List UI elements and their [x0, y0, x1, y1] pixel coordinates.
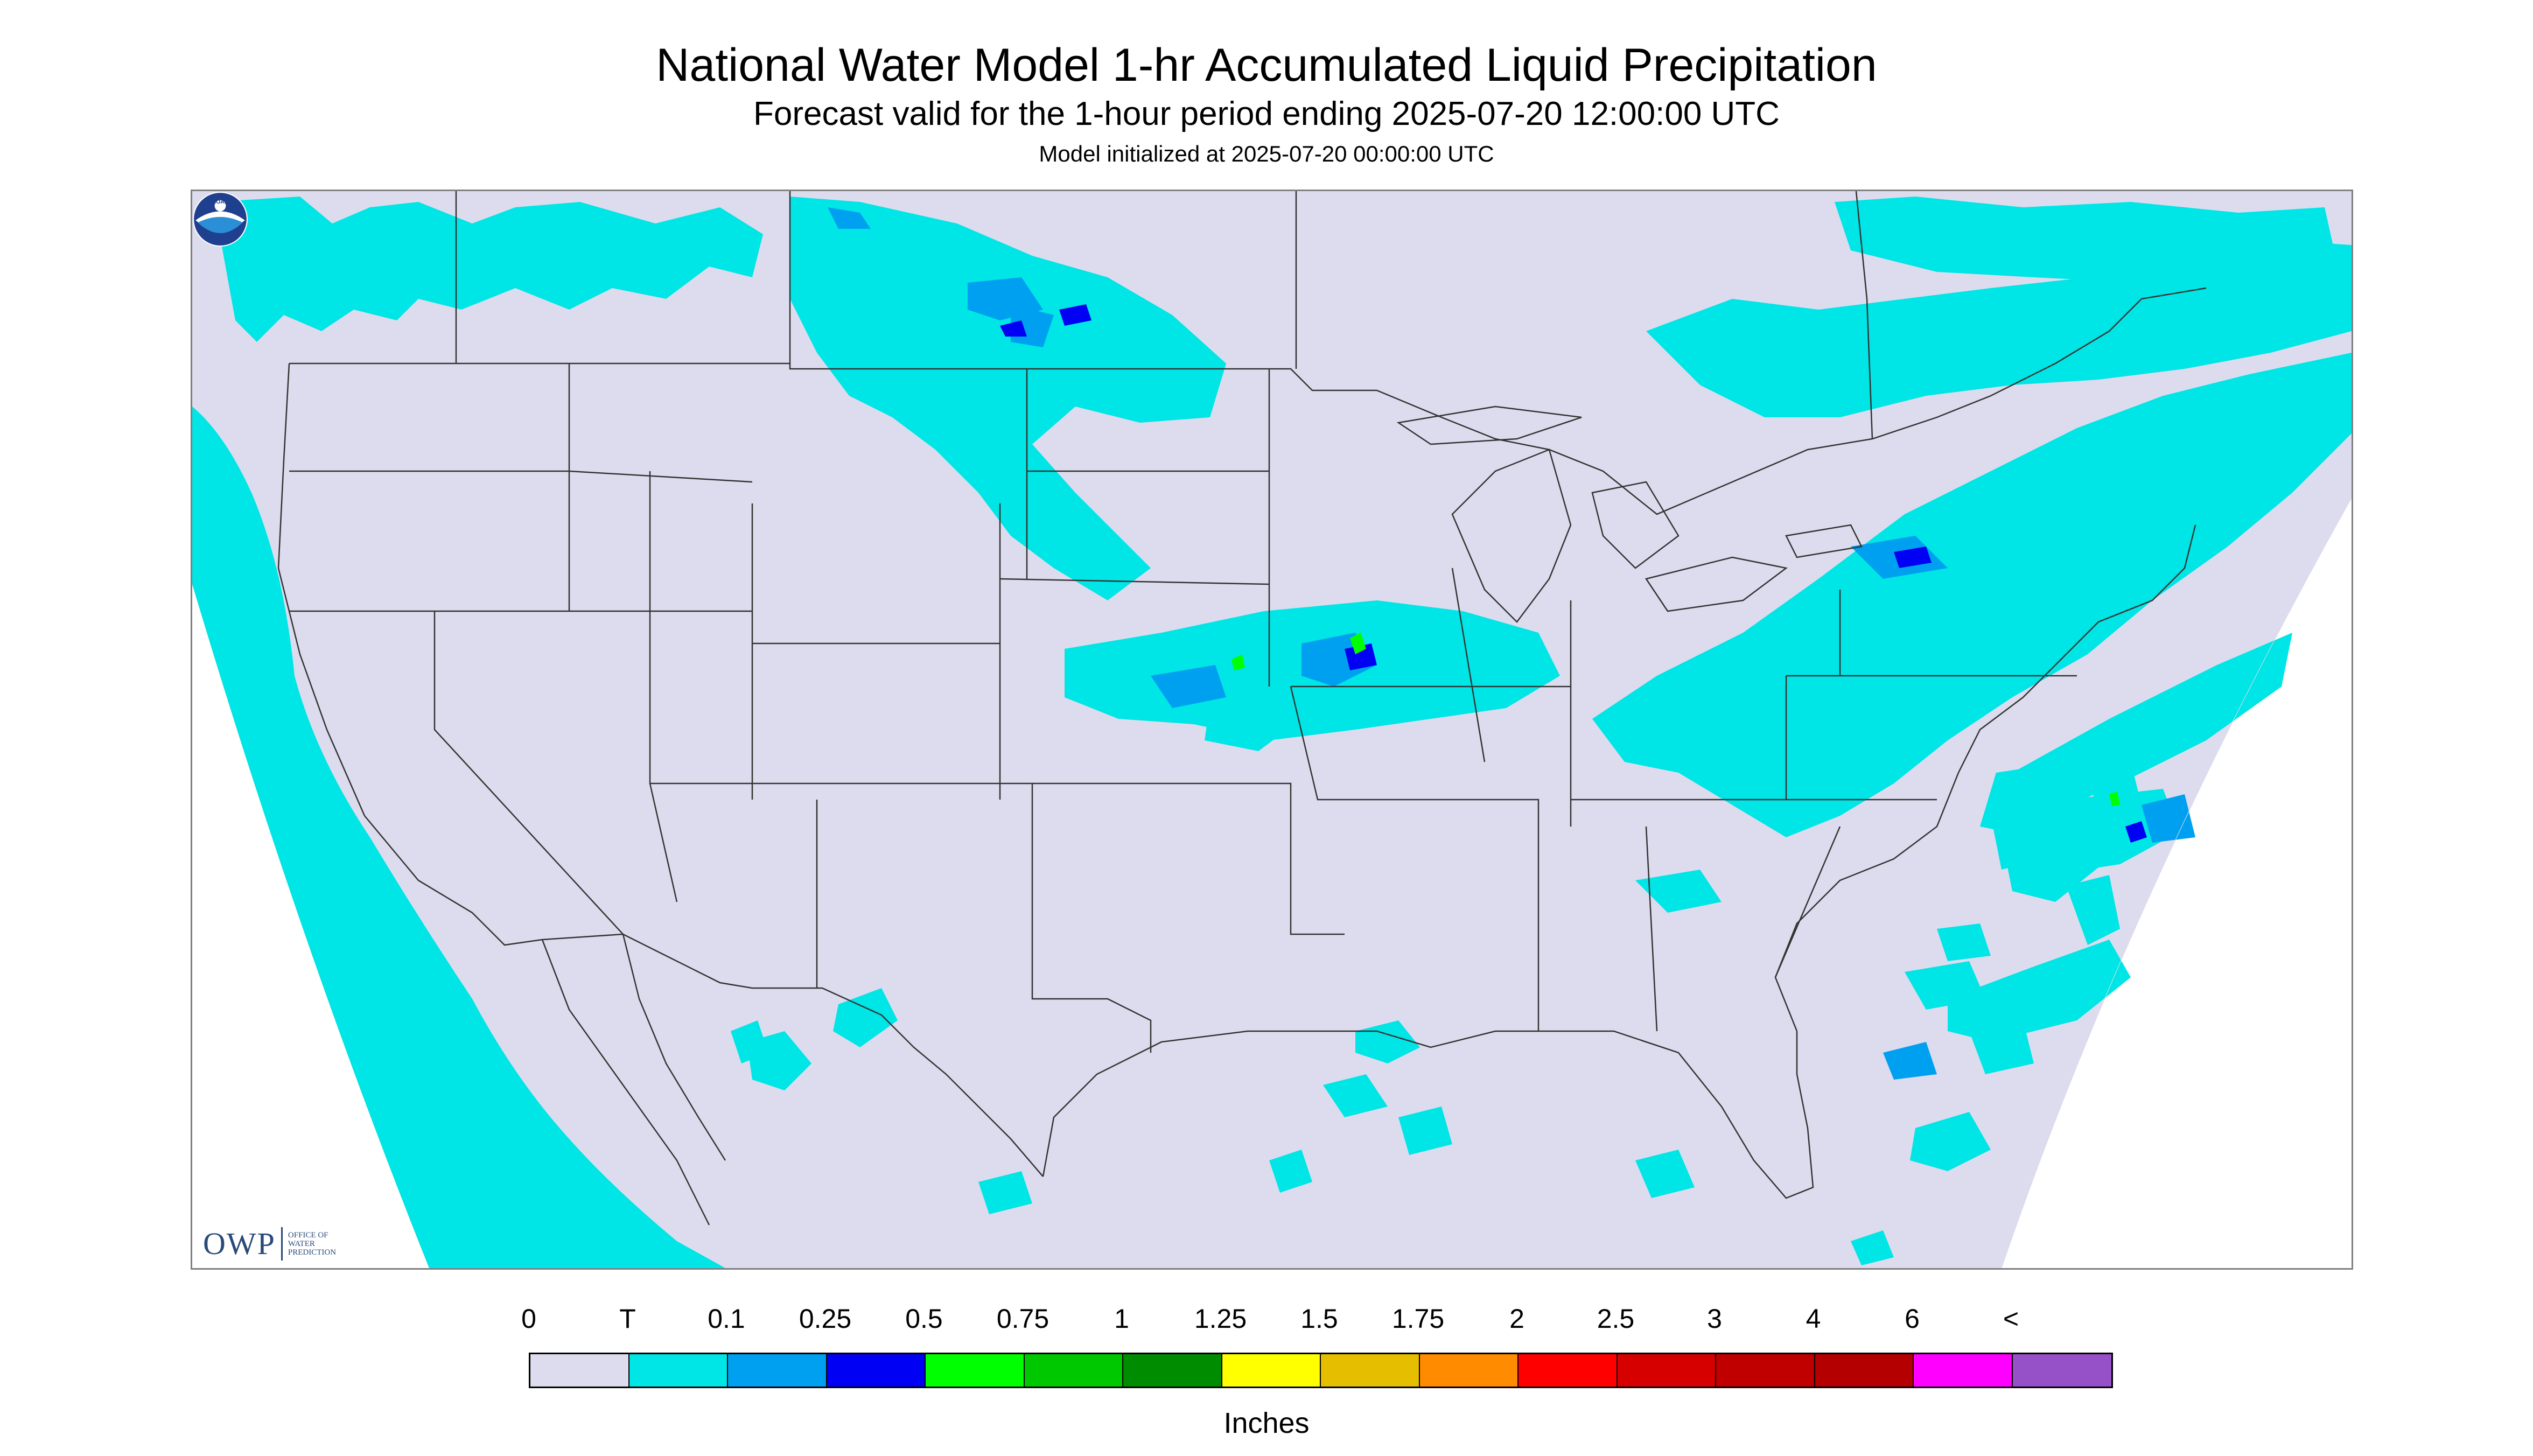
legend-label: < — [2003, 1304, 2019, 1334]
owp-sub-line: WATER — [288, 1239, 315, 1248]
noaa-logo-text: NOAA — [212, 199, 229, 205]
legend-label: 0.75 — [996, 1304, 1049, 1334]
legend-labels: 0 T 0.1 0.25 0.5 0.75 1 1.25 1.5 1.75 2 2.5 3 4 6 < — [0, 1303, 2533, 1341]
legend-label: 0 — [521, 1304, 536, 1334]
legend-swatch — [1815, 1354, 1914, 1387]
legend-label: 0.5 — [905, 1304, 943, 1334]
legend-label: 0.25 — [799, 1304, 852, 1334]
precipitation-map: OWP OFFICE OF WATER PREDICTION NOAA — [191, 190, 2353, 1270]
legend-label: 6 — [1905, 1304, 1920, 1334]
legend-swatch — [530, 1354, 629, 1387]
legend-swatch — [1123, 1354, 1222, 1387]
legend-swatch — [926, 1354, 1025, 1387]
legend-swatch — [1519, 1354, 1618, 1387]
owp-logo-subtext: OFFICE OF WATER PREDICTION — [288, 1231, 336, 1257]
legend-label: T — [619, 1304, 636, 1334]
legend-swatch — [1321, 1354, 1420, 1387]
legend-label: 4 — [1806, 1304, 1821, 1334]
legend-label: 1.25 — [1194, 1304, 1247, 1334]
legend-swatch — [1222, 1354, 1321, 1387]
legend-label: 0.1 — [708, 1304, 745, 1334]
legend-colorbar — [529, 1353, 2113, 1388]
legend-swatch — [629, 1354, 728, 1387]
legend-label: 1 — [1114, 1304, 1129, 1334]
light-precip-areas — [828, 207, 2195, 1080]
domain-edge — [2001, 498, 2352, 1268]
legend-swatch — [1617, 1354, 1716, 1387]
legend-label: 2.5 — [1597, 1304, 1635, 1334]
owp-sub-line: PREDICTION — [288, 1248, 337, 1257]
map-canvas — [192, 191, 2352, 1268]
legend-swatch — [2012, 1354, 2111, 1387]
legend-units: Inches — [1223, 1407, 1310, 1439]
owp-logo-text: OWP — [203, 1226, 276, 1261]
legend-swatch — [827, 1354, 926, 1387]
map-title: National Water Model 1-hr Accumulated Li… — [656, 39, 1877, 91]
map-subtitle: Forecast valid for the 1-hour period end… — [753, 95, 1780, 132]
owp-sub-line: OFFICE OF — [288, 1230, 328, 1240]
legend-swatch — [1914, 1354, 2013, 1387]
noaa-logo: NOAA — [193, 192, 248, 247]
heavy-precip-areas — [1231, 633, 2120, 806]
owp-logo: OWP OFFICE OF WATER PREDICTION — [203, 1226, 336, 1262]
legend-swatch — [728, 1354, 827, 1387]
legend-label: 1.5 — [1300, 1304, 1338, 1334]
boundary-lines — [277, 191, 2207, 1226]
owp-logo-divider — [281, 1227, 283, 1261]
legend-label: 2 — [1509, 1304, 1524, 1334]
legend-label: 1.75 — [1391, 1304, 1445, 1334]
legend-swatch — [1716, 1354, 1815, 1387]
legend-swatch — [1024, 1354, 1123, 1387]
legend-swatch — [1419, 1354, 1519, 1387]
legend-label: 3 — [1707, 1304, 1722, 1334]
model-init-note: Model initialized at 2025-07-20 00:00:00… — [1039, 141, 1494, 166]
moderate-precip-areas — [1000, 304, 2147, 843]
